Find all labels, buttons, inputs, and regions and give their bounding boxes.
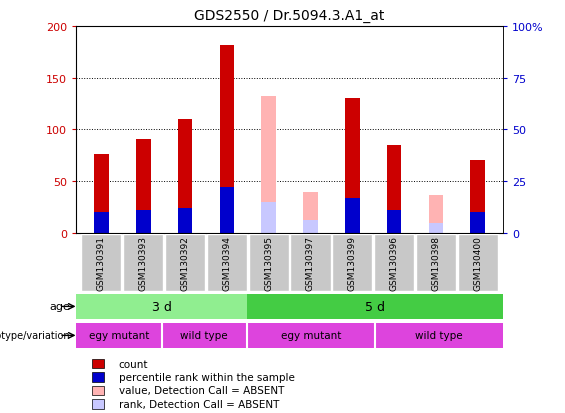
Bar: [345, 198, 359, 233]
Bar: [429, 223, 444, 233]
Text: GSM130394: GSM130394: [223, 236, 231, 291]
Bar: [247, 323, 375, 348]
Bar: [332, 234, 372, 291]
Text: wild type: wild type: [180, 330, 228, 341]
Bar: [177, 120, 192, 233]
Text: value, Detection Call = ABSENT: value, Detection Call = ABSENT: [119, 386, 284, 396]
Text: GSM130398: GSM130398: [432, 236, 441, 291]
Bar: [471, 161, 485, 233]
Bar: [94, 213, 108, 233]
Bar: [458, 234, 498, 291]
Bar: [162, 323, 247, 348]
Bar: [136, 211, 150, 233]
Bar: [177, 209, 192, 233]
Text: GSM130393: GSM130393: [138, 236, 147, 291]
Text: egy mutant: egy mutant: [89, 330, 149, 341]
Text: GSM130399: GSM130399: [348, 236, 357, 291]
Text: GSM130397: GSM130397: [306, 236, 315, 291]
Text: GSM130396: GSM130396: [390, 236, 399, 291]
Bar: [220, 188, 234, 233]
Text: GSM130391: GSM130391: [97, 236, 106, 291]
Bar: [93, 373, 105, 382]
Bar: [375, 323, 503, 348]
Bar: [387, 146, 402, 233]
Text: egy mutant: egy mutant: [281, 330, 341, 341]
Text: count: count: [119, 359, 148, 369]
Bar: [290, 234, 331, 291]
Bar: [136, 140, 150, 233]
Text: 3 d: 3 d: [151, 300, 172, 313]
Text: 5 d: 5 d: [365, 300, 385, 313]
Bar: [262, 97, 276, 233]
Bar: [303, 221, 318, 233]
Bar: [165, 234, 205, 291]
Text: age: age: [50, 301, 71, 312]
Bar: [207, 234, 247, 291]
Bar: [81, 234, 121, 291]
Text: genotype/variation: genotype/variation: [0, 330, 71, 341]
Bar: [429, 195, 444, 233]
Bar: [471, 213, 485, 233]
Bar: [262, 202, 276, 233]
Bar: [220, 45, 234, 233]
Bar: [76, 323, 162, 348]
Text: wild type: wild type: [415, 330, 463, 341]
Bar: [374, 234, 414, 291]
Bar: [93, 359, 105, 368]
Bar: [123, 234, 163, 291]
Text: GSM130400: GSM130400: [473, 236, 483, 291]
Bar: [93, 399, 105, 408]
Text: rank, Detection Call = ABSENT: rank, Detection Call = ABSENT: [119, 399, 279, 409]
Bar: [249, 234, 289, 291]
Text: GSM130395: GSM130395: [264, 236, 273, 291]
Bar: [93, 386, 105, 395]
Text: percentile rank within the sample: percentile rank within the sample: [119, 372, 295, 382]
Bar: [416, 234, 456, 291]
Bar: [247, 294, 503, 319]
Bar: [345, 99, 359, 233]
Bar: [387, 211, 402, 233]
Bar: [303, 192, 318, 233]
Bar: [94, 155, 108, 233]
Bar: [76, 294, 247, 319]
Text: GSM130392: GSM130392: [180, 236, 189, 291]
Title: GDS2550 / Dr.5094.3.A1_at: GDS2550 / Dr.5094.3.A1_at: [194, 9, 385, 23]
